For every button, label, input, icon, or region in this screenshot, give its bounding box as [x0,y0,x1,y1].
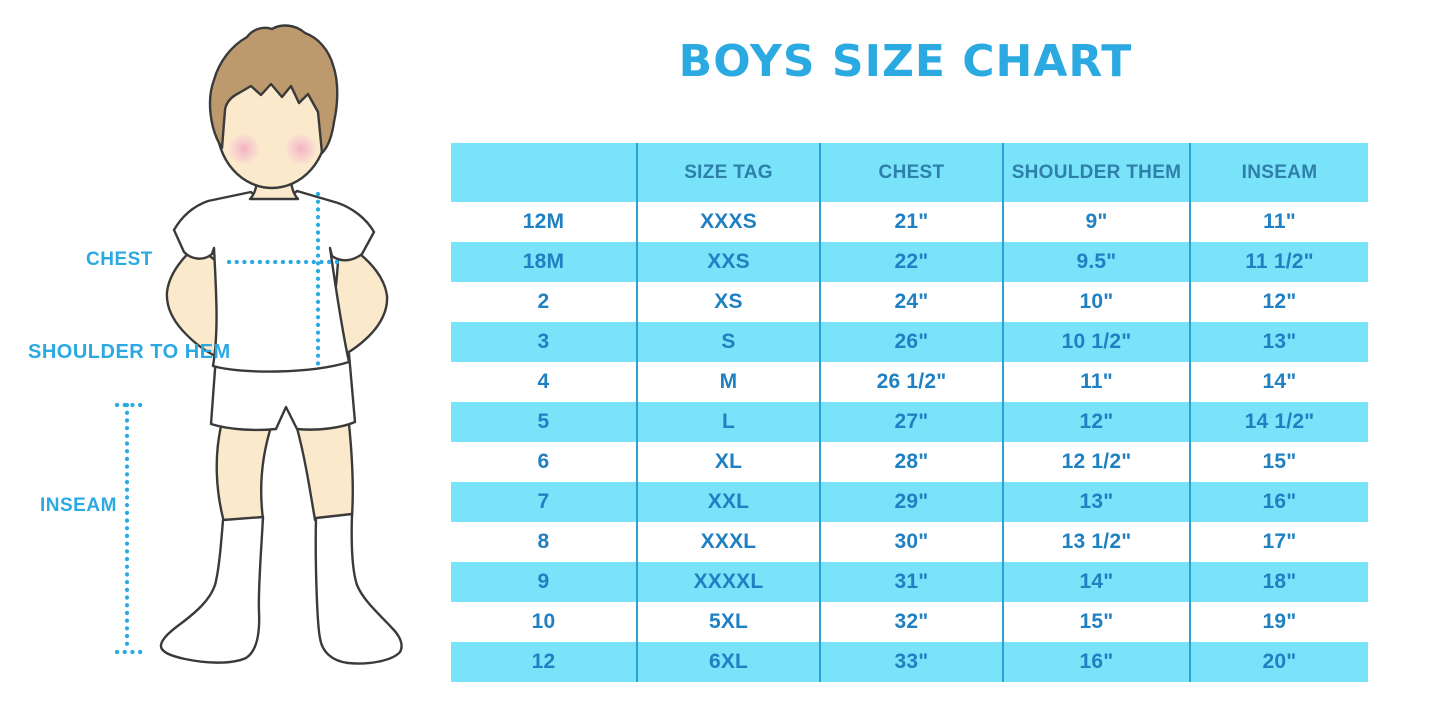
row-size-label: 3 [537,330,550,353]
table-cell: 22" [819,242,1003,282]
table-cell: S [636,322,820,362]
boy-right-leg [295,422,355,522]
boy-right-sock [314,512,403,665]
table-cell: 17" [1189,522,1368,562]
table-row: 18M XXS 22" 9.5" 11 1/2" [451,242,1368,282]
table-cell: 32" [819,602,1003,642]
table-cell: 26" [819,322,1003,362]
row-size-label: 10 [531,610,556,633]
table-cell: XXXL [636,522,820,562]
table-cell: 16" [1002,642,1190,682]
boy-left-leg [215,424,273,524]
table-cell: 28" [819,442,1003,482]
table-cell: 20" [1189,642,1368,682]
table-cell: 14" [1002,562,1190,602]
table-cell: 11" [1002,362,1190,402]
size-table-head: SIZE TAG CHEST SHOULDER THEM INSEAM [451,143,1368,202]
row-size-label: 7 [537,490,550,513]
table-cell: XXL [636,482,820,522]
column-header-inseam: INSEAM [1189,143,1368,202]
row-size-label: 18M [522,250,565,273]
column-header-empty [451,143,637,202]
row-size-label: 5 [537,410,550,433]
table-row: 12 6XL 33" 16" 20" [451,642,1368,682]
row-size-label: 6 [537,450,550,473]
table-cell: XXXS [636,202,820,242]
table-row: 8 XXXL 30" 13 1/2" 17" [451,522,1368,562]
table-cell: 12 1/2" [1002,442,1190,482]
table-cell: 33" [819,642,1003,682]
table-cell: 9.5" [1002,242,1190,282]
table-cell: 19" [1189,602,1368,642]
table-row: 4 M 26 1/2" 11" 14" [451,362,1368,402]
boy-illustration: CHEST SHOULDER TO HEM INSEAM [0,0,450,723]
table-row: 3 S 26" 10 1/2" 13" [451,322,1368,362]
table-cell: 14 1/2" [1189,402,1368,442]
table-cell: 27" [819,402,1003,442]
table-cell: 13" [1189,322,1368,362]
row-size-label: 2 [537,290,550,313]
column-header-shoulder-them: SHOULDER THEM [1002,143,1190,202]
table-cell: M [636,362,820,402]
table-cell: 13" [1002,482,1190,522]
table-cell: 9" [1002,202,1190,242]
table-cell: 12" [1189,282,1368,322]
table-row: 5 L 27" 12" 14 1/2" [451,402,1368,442]
size-table-container: SIZE TAG CHEST SHOULDER THEM INSEAM 12M XXXS… [451,143,1368,682]
boy-blush-right [285,133,317,165]
boy-blush-left [228,133,260,165]
table-cell: 10" [1002,282,1190,322]
table-row: 2 XS 24" 10" 12" [451,282,1368,322]
table-cell: 6XL [636,642,820,682]
table-cell: 15" [1189,442,1368,482]
table-cell: XS [636,282,820,322]
table-cell: XL [636,442,820,482]
table-row: 7 XXL 29" 13" 16" [451,482,1368,522]
table-row: 9 XXXXL 31" 14" 18" [451,562,1368,602]
boy-shirt [172,189,376,373]
table-cell: XXS [636,242,820,282]
row-size-label: 12 [531,650,556,673]
row-size-label: 8 [537,530,550,553]
column-header-size-tag: SIZE TAG [636,143,820,202]
size-table-head-row: SIZE TAG CHEST SHOULDER THEM INSEAM [451,143,1368,202]
column-header-chest: CHEST [819,143,1003,202]
table-cell: 29" [819,482,1003,522]
table-cell: 11" [1189,202,1368,242]
table-cell: 31" [819,562,1003,602]
boy-figure-svg [114,24,403,665]
row-size-label: 9 [537,570,550,593]
table-cell: 26 1/2" [819,362,1003,402]
table-cell: 30" [819,522,1003,562]
boy-left-sock [159,515,265,664]
page-title: BOYS SIZE CHART [678,36,1133,87]
table-row: 6 XL 28" 12 1/2" 15" [451,442,1368,482]
size-table: SIZE TAG CHEST SHOULDER THEM INSEAM 12M XXXS… [451,143,1368,682]
table-cell: 15" [1002,602,1190,642]
table-cell: 11 1/2" [1189,242,1368,282]
table-cell: 12" [1002,402,1190,442]
table-cell: L [636,402,820,442]
table-row: 12M XXXS 21" 9" 11" [451,202,1368,242]
table-cell: 5XL [636,602,820,642]
row-size-label: 12M [522,210,565,233]
table-cell: 16" [1189,482,1368,522]
inseam-label: INSEAM [40,495,117,516]
shoulder-to-hem-label: SHOULDER TO HEM [28,341,231,363]
table-cell: XXXXL [636,562,820,602]
table-cell: 14" [1189,362,1368,402]
size-table-body: 12M XXXS 21" 9" 11" 18M XXS 22" 9.5" 11 1/2" 2 XS 24… [451,202,1368,682]
chest-label: CHEST [86,249,153,270]
table-cell: 13 1/2" [1002,522,1190,562]
table-row: 10 5XL 32" 15" 19" [451,602,1368,642]
boy-hair [208,24,339,155]
table-cell: 18" [1189,562,1368,602]
table-cell: 10 1/2" [1002,322,1190,362]
row-size-label: 4 [537,370,550,393]
table-cell: 21" [819,202,1003,242]
table-cell: 24" [819,282,1003,322]
